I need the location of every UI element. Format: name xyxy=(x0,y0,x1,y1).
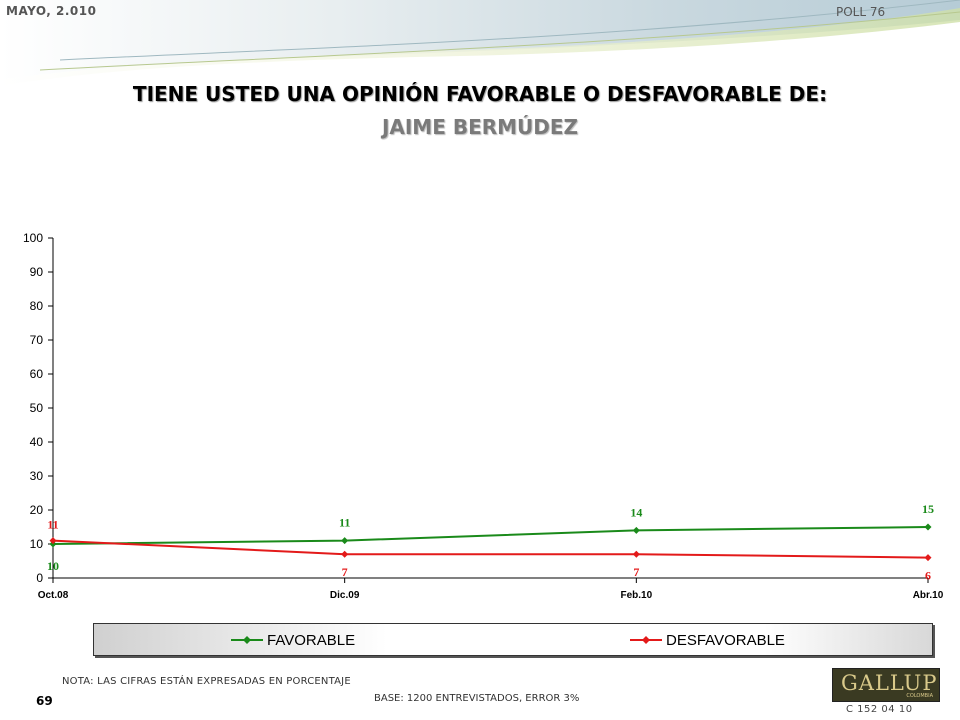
chart-legend: FAVORABLE DESFAVORABLE xyxy=(93,623,933,656)
logo-country: COLOMBIA xyxy=(906,693,933,699)
legend-label-favorable: FAVORABLE xyxy=(267,631,356,649)
data-label-favorable: 15 xyxy=(922,502,934,516)
y-tick-label: 20 xyxy=(30,503,44,517)
header-swoosh-background xyxy=(0,0,960,86)
data-point-favorable xyxy=(924,523,932,531)
legend-desfavorable-marker xyxy=(630,636,662,644)
report-date: MAYO, 2.010 xyxy=(6,4,97,18)
data-label-favorable: 10 xyxy=(47,559,59,573)
y-tick-label: 30 xyxy=(30,469,44,483)
y-tick-label: 90 xyxy=(30,265,44,279)
x-tick-label: Dic.09 xyxy=(330,590,360,601)
gallup-logo: GALLUP COLOMBIA xyxy=(832,668,940,702)
opinion-line-chart: 0 10 20 30 40 50 60 70 80 90 100 Oct.08 Dic.09 Feb.10… xyxy=(23,231,944,601)
data-label-favorable: 11 xyxy=(339,516,350,530)
logo-wordmark: GALLUP xyxy=(841,671,938,695)
x-tick-label: Oct.08 xyxy=(38,590,69,601)
data-point-desfavorable xyxy=(49,537,57,545)
y-tick-label: 100 xyxy=(23,231,43,245)
page-number: 69 xyxy=(36,694,53,708)
legend-item-desfavorable: DESFAVORABLE xyxy=(630,630,785,650)
y-tick-label: 40 xyxy=(30,435,44,449)
legend-item-favorable: FAVORABLE xyxy=(231,630,355,650)
chart-question: TIENE USTED UNA OPINIÓN FAVORABLE O DESF… xyxy=(132,82,828,106)
data-point-desfavorable xyxy=(632,550,640,558)
series-line-favorable xyxy=(52,526,929,545)
chart-subject: JAIME BERMÚDEZ xyxy=(381,115,579,139)
y-tick-label: 70 xyxy=(30,333,44,347)
series-line-desfavorable xyxy=(52,539,929,559)
legend-favorable-marker xyxy=(231,636,263,644)
data-point-desfavorable xyxy=(341,550,349,558)
data-label-desfavorable: 6 xyxy=(925,569,931,583)
y-tick-label: 80 xyxy=(30,299,44,313)
y-tick-label: 0 xyxy=(36,571,43,585)
poll-number: POLL 76 xyxy=(836,5,886,19)
legend-label-desfavorable: DESFAVORABLE xyxy=(666,631,785,649)
y-tick-label: 60 xyxy=(30,367,44,381)
footnote: NOTA: LAS CIFRAS ESTÁN EXPRESADAS EN POR… xyxy=(62,676,351,687)
x-tick-label: Abr.10 xyxy=(913,590,944,601)
document-code: C 152 04 10 xyxy=(846,704,913,715)
sample-base: BASE: 1200 ENTREVISTADOS, ERROR 3% xyxy=(374,693,580,704)
data-point-favorable xyxy=(632,526,640,534)
data-label-favorable: 14 xyxy=(630,505,642,519)
y-tick-label: 50 xyxy=(30,401,44,415)
data-label-desfavorable: 7 xyxy=(633,565,639,579)
x-tick-label: Feb.10 xyxy=(620,590,652,601)
data-point-desfavorable xyxy=(924,554,932,562)
data-label-desfavorable: 11 xyxy=(47,518,58,532)
data-label-desfavorable: 7 xyxy=(342,565,348,579)
data-point-favorable xyxy=(341,537,349,545)
y-tick-label: 10 xyxy=(30,537,44,551)
